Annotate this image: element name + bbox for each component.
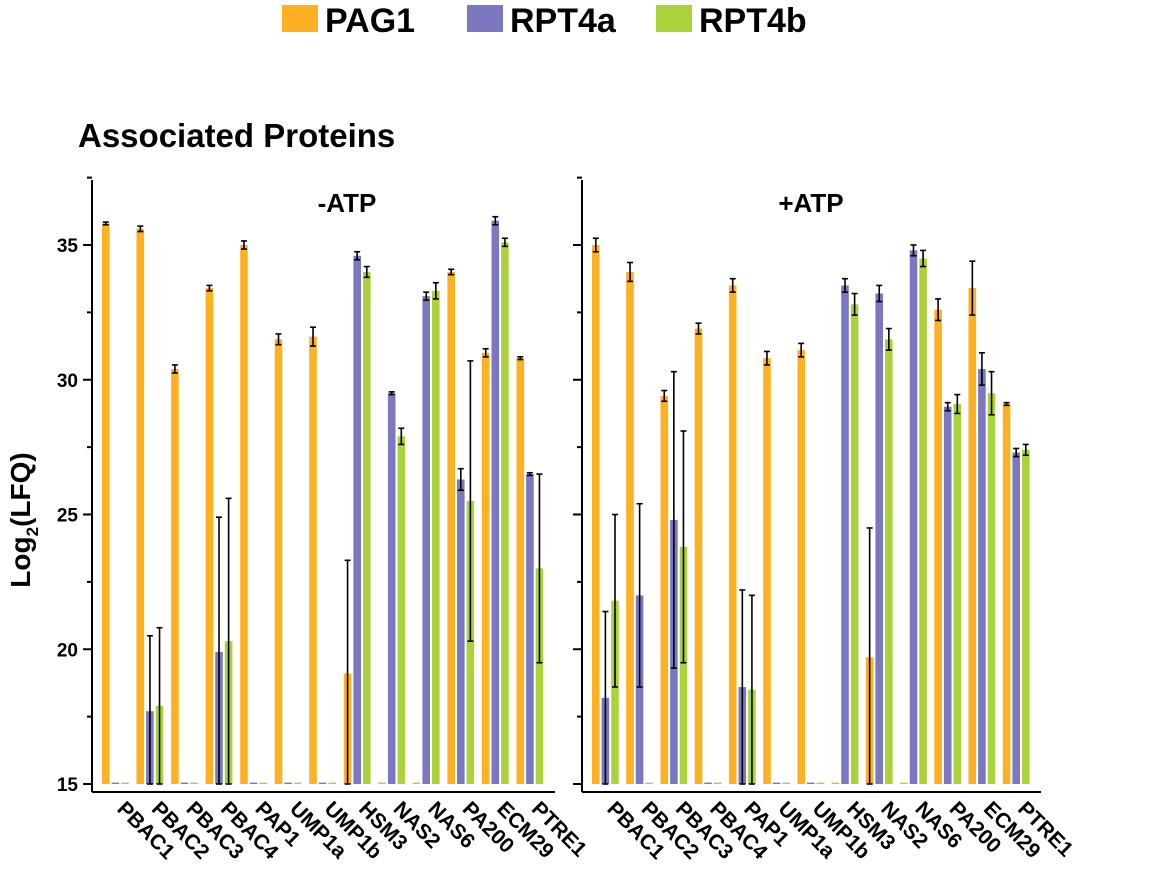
bar-minus-atp-ump1a-pag1 <box>274 339 283 784</box>
panel-minus-atp: 1520253035-ATPPBAC1PBAC2PBAC3PBAC4PAP1UM… <box>57 176 591 864</box>
legend-swatch-pag1 <box>282 5 318 32</box>
bar-minus-atp-pap1-rpt4a <box>249 782 258 784</box>
bar-minus-atp-hsm3-rpt4a <box>353 255 361 785</box>
bar-plus-atp-hsm3-pag1 <box>831 782 840 784</box>
bar-plus-atp-ump1a-rpt4a <box>772 782 781 784</box>
bar-plus-atp-ump1a-pag1 <box>763 358 771 784</box>
bar-plus-atp-hsm3-rpt4b <box>850 304 859 784</box>
panels: 1520253035-ATPPBAC1PBAC2PBAC3PBAC4PAP1UM… <box>57 176 1078 864</box>
bar-minus-atp-pap1-pag1 <box>240 245 248 784</box>
bar-plus-atp-pbac1-pag1 <box>592 245 600 784</box>
bar-minus-atp-pa200-rpt4a <box>457 479 465 784</box>
bar-minus-atp-pap1-rpt4b <box>259 782 267 784</box>
y-tick-label: 30 <box>57 371 78 392</box>
bar-plus-atp-pa200-rpt4b <box>953 404 962 784</box>
bar-plus-atp-ptre1-rpt4a <box>1012 452 1020 784</box>
bar-minus-atp-nas2-rpt4a <box>387 393 396 784</box>
bar-minus-atp-pbac3-pag1 <box>171 369 179 784</box>
bar-minus-atp-ump1a-rpt4a <box>284 782 292 784</box>
bar-minus-atp-nas2-pag1 <box>378 782 386 784</box>
bar-plus-atp-ecm29-rpt4b <box>987 393 996 784</box>
y-tick-label: 25 <box>57 506 79 527</box>
bar-minus-atp-ump1a-rpt4b <box>293 782 302 784</box>
bar-minus-atp-pbac4-pag1 <box>205 288 214 784</box>
panel-plus-atp-title: +ATP <box>778 188 843 218</box>
bar-plus-atp-ump1a-rpt4b <box>782 782 790 784</box>
legend-label-rpt4a: RPT4a <box>510 2 617 40</box>
panel-minus-atp-title: -ATP <box>318 188 377 218</box>
y-axis-label: Log2(LFQ) <box>5 452 42 587</box>
bar-plus-atp-pbac4-rpt4a <box>704 782 712 784</box>
y-tick-label: 15 <box>57 775 79 796</box>
bar-minus-atp-ptre1-rpt4a <box>526 474 534 784</box>
bar-plus-atp-nas6-rpt4b <box>919 258 927 784</box>
bar-plus-atp-pbac4-rpt4b <box>713 782 722 784</box>
bar-minus-atp-pbac3-rpt4b <box>190 782 198 784</box>
bar-plus-atp-nas6-pag1 <box>900 782 908 784</box>
bar-minus-atp-ptre1-pag1 <box>516 358 525 784</box>
bar-minus-atp-ecm29-pag1 <box>481 352 490 784</box>
legend-swatch-rpt4b <box>656 5 692 32</box>
bar-minus-atp-ump1b-rpt4a <box>318 782 327 784</box>
bar-minus-atp-hsm3-rpt4b <box>363 272 371 784</box>
bar-plus-atp-ump1b-rpt4b <box>816 782 825 784</box>
bar-plus-atp-nas2-rpt4a <box>875 293 883 784</box>
y-axis-label-main: Log <box>5 536 36 587</box>
bar-plus-atp-ptre1-rpt4b <box>1022 449 1030 784</box>
bar-plus-atp-pap1-pag1 <box>728 285 737 784</box>
legend-label-pag1: PAG1 <box>325 2 415 40</box>
bar-minus-atp-pa200-pag1 <box>447 272 455 784</box>
bar-minus-atp-nas6-rpt4a <box>422 296 430 784</box>
bar-plus-atp-pa200-rpt4a <box>943 406 952 784</box>
bar-plus-atp-pbac2-rpt4b <box>645 782 653 784</box>
bar-minus-atp-pbac3-rpt4a <box>180 782 189 784</box>
y-tick-label: 35 <box>57 236 79 257</box>
panel-plus-atp: +ATPPBAC1PBAC2PBAC3PBAC4PAP1UMP1aUMP1bHS… <box>573 176 1078 864</box>
bar-minus-atp-ump1b-rpt4b <box>328 782 336 784</box>
bar-plus-atp-ecm29-rpt4a <box>978 369 986 784</box>
bar-minus-atp-nas6-pag1 <box>412 782 421 784</box>
bar-minus-atp-nas2-rpt4b <box>397 436 406 784</box>
bar-minus-atp-pbac1-rpt4b <box>121 782 129 784</box>
legend-label-rpt4b: RPT4b <box>699 2 807 40</box>
bar-plus-atp-ptre1-pag1 <box>1002 404 1011 784</box>
bar-plus-atp-nas6-rpt4a <box>909 250 918 784</box>
bar-plus-atp-ump1b-rpt4a <box>807 782 815 784</box>
bar-plus-atp-ump1b-pag1 <box>797 350 805 784</box>
bar-minus-atp-ecm29-rpt4a <box>491 220 500 784</box>
bar-plus-atp-hsm3-rpt4a <box>841 285 849 784</box>
bar-plus-atp-pbac3-rpt4b <box>679 546 688 784</box>
bar-minus-atp-nas6-rpt4b <box>432 290 440 784</box>
bar-minus-atp-pbac2-pag1 <box>136 228 145 785</box>
bar-minus-atp-ump1b-pag1 <box>309 336 317 784</box>
bar-minus-atp-ecm29-rpt4b <box>501 242 509 785</box>
legend: PAG1 RPT4a RPT4b <box>282 2 807 40</box>
y-axis-label-subscript: 2 <box>23 527 42 536</box>
bar-plus-atp-ecm29-pag1 <box>968 288 977 784</box>
y-axis-label-suffix: (LFQ) <box>5 452 36 527</box>
bar-plus-atp-pbac4-pag1 <box>694 328 703 784</box>
legend-swatch-rpt4a <box>467 5 503 32</box>
bar-plus-atp-nas2-rpt4b <box>885 339 893 784</box>
bar-plus-atp-pbac3-pag1 <box>660 395 669 784</box>
bar-plus-atp-pbac2-pag1 <box>626 272 634 784</box>
bar-minus-atp-pa200-rpt4b <box>466 501 475 784</box>
bar-plus-atp-pbac2-rpt4a <box>635 595 644 784</box>
chart-title: Associated Proteins <box>78 117 395 154</box>
y-tick-label: 20 <box>57 640 78 661</box>
bar-minus-atp-ptre1-rpt4b <box>535 568 544 784</box>
bar-plus-atp-pa200-pag1 <box>934 309 942 784</box>
bar-minus-atp-pbac1-pag1 <box>102 223 110 784</box>
bar-minus-atp-pbac1-rpt4a <box>111 782 120 784</box>
bar-plus-atp-pbac1-rpt4b <box>611 600 619 784</box>
